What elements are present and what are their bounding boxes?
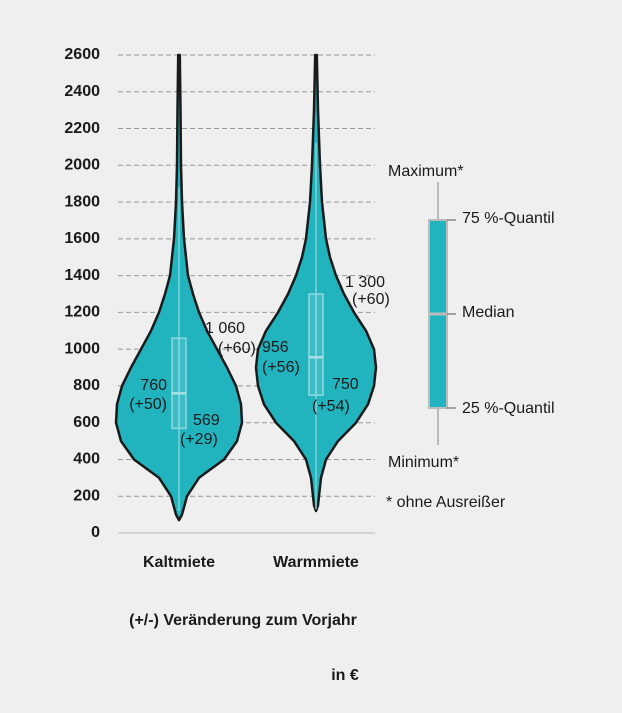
y-tick-label: 1400 xyxy=(64,267,100,284)
y-tick-label: 600 xyxy=(73,414,100,431)
y-tick-label: 200 xyxy=(73,487,100,504)
y-tick-label: 1800 xyxy=(64,193,100,210)
y-tick-label: 1200 xyxy=(64,304,100,321)
legend-label: Minimum* xyxy=(388,454,459,471)
unit: in € xyxy=(331,667,359,684)
value-label: 956 xyxy=(262,339,289,356)
change-label: (+54) xyxy=(312,398,350,415)
value-label: 750 xyxy=(332,376,359,393)
footnote: (+/-) Veränderung zum Vorjahr xyxy=(129,612,357,629)
y-tick-label: 2000 xyxy=(64,157,100,174)
value-label: 760 xyxy=(140,377,167,394)
change-label: (+56) xyxy=(262,359,300,376)
legend-label: Median xyxy=(462,304,514,321)
legend-label: 75 %-Quantil xyxy=(462,210,555,227)
legend-note: * ohne Ausreißer xyxy=(386,494,506,511)
y-tick-label: 800 xyxy=(73,377,100,394)
box xyxy=(171,337,187,430)
y-tick-label: 2600 xyxy=(64,46,100,63)
value-label: 1 300 xyxy=(345,274,385,291)
value-label: 1 060 xyxy=(205,320,245,337)
change-label: (+60) xyxy=(352,291,390,308)
x-tick-label: Warmmiete xyxy=(273,554,359,571)
y-tick-label: 0 xyxy=(91,524,100,541)
box xyxy=(308,293,324,396)
y-tick-label: 400 xyxy=(73,451,100,468)
change-label: (+60) xyxy=(218,340,256,357)
y-tick-label: 2400 xyxy=(64,83,100,100)
y-tick-label: 2200 xyxy=(64,120,100,137)
legend-label: Maximum* xyxy=(388,163,464,180)
change-label: (+29) xyxy=(180,431,218,448)
x-tick-label: Kaltmiete xyxy=(143,554,215,571)
y-tick-label: 1000 xyxy=(64,340,100,357)
legend-label: 25 %-Quantil xyxy=(462,400,555,417)
y-tick-label: 1600 xyxy=(64,230,100,247)
change-label: (+50) xyxy=(129,396,167,413)
value-label: 569 xyxy=(193,412,220,429)
